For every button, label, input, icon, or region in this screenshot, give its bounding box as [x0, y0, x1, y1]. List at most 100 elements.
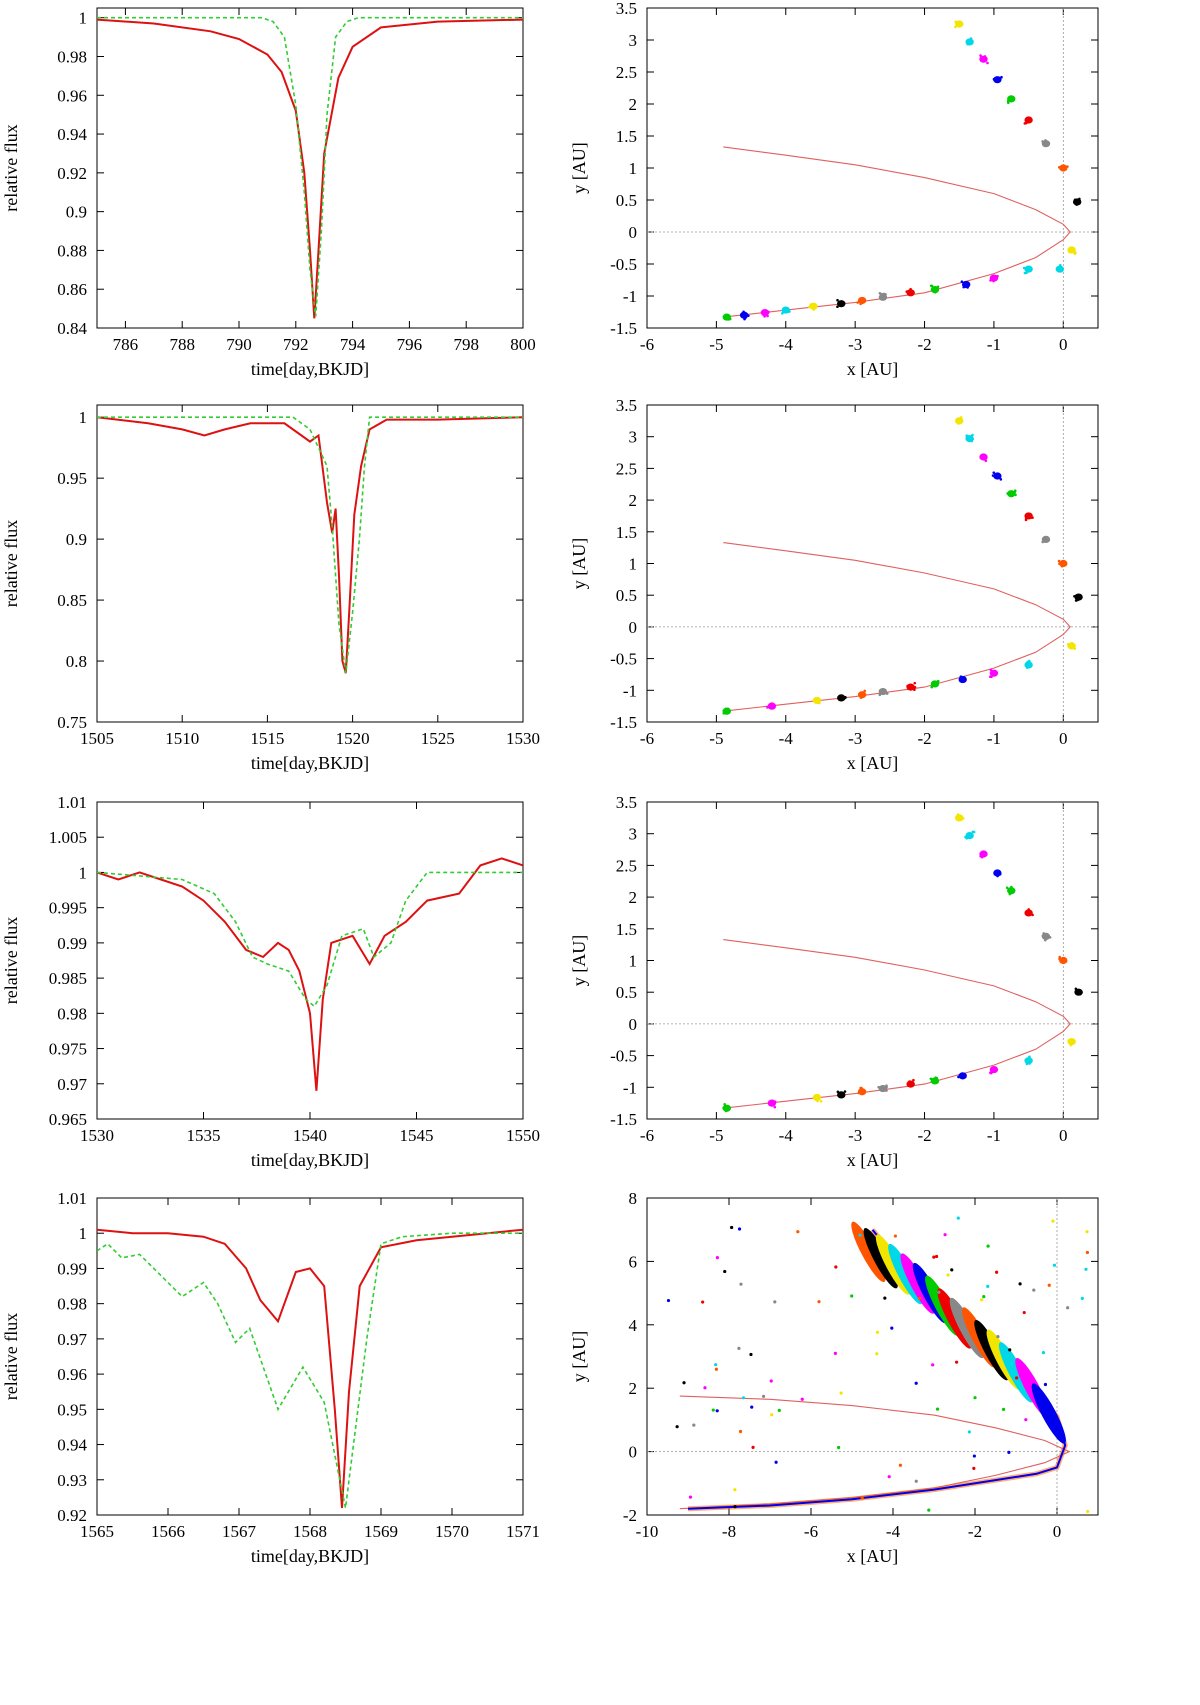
- x-tick-label: 0: [1059, 729, 1068, 748]
- dust-particle: [1018, 1282, 1022, 1286]
- dust-particle: [1008, 1348, 1012, 1352]
- dust-particle: [1013, 489, 1017, 493]
- x-tick-label: 794: [340, 335, 366, 354]
- y-tick-label: 0.965: [49, 1110, 87, 1129]
- dust-particle: [730, 1225, 734, 1230]
- model-curve: [97, 1232, 523, 1509]
- x-tick-label: 1530: [506, 729, 540, 748]
- dust-particle: [728, 317, 732, 321]
- dust-particle: [931, 1363, 935, 1367]
- y-tick-label: 2: [629, 1379, 638, 1398]
- dust-particle: [763, 315, 766, 318]
- dust-particle: [1027, 116, 1030, 120]
- dust-particle: [954, 20, 958, 24]
- dust-particle: [1063, 167, 1067, 171]
- x-tick-label: -4: [779, 729, 794, 748]
- y-tick-label: 3: [629, 825, 638, 844]
- model-curve: [97, 16, 523, 317]
- dust-particle: [766, 314, 769, 318]
- dust-particle: [956, 813, 960, 816]
- dust-particle: [913, 685, 917, 689]
- dust-particle: [766, 706, 769, 709]
- dust-particle: [859, 696, 863, 699]
- x-tick-label: -6: [640, 335, 654, 354]
- dust-particle: [812, 308, 816, 311]
- dust-particle: [750, 1405, 754, 1409]
- y-tick-label: 1: [79, 9, 88, 28]
- dust-particle: [1058, 955, 1061, 959]
- x-tick-label: 1566: [151, 1522, 185, 1541]
- dust-particle: [777, 1408, 781, 1412]
- dust-particle: [979, 54, 982, 57]
- y-axis-label: y [AU]: [569, 538, 589, 590]
- dust-particle: [913, 688, 916, 692]
- dust-particle: [983, 55, 987, 58]
- dust-particle: [666, 1298, 671, 1303]
- y-tick-label: 1: [629, 555, 638, 574]
- y-tick-label: 0.86: [57, 280, 87, 299]
- y-tick-label: 0.97: [57, 1075, 87, 1094]
- dust-particle: [950, 1268, 954, 1272]
- dust-particle: [751, 1445, 755, 1449]
- y-axis-label: relative flux: [1, 1313, 21, 1400]
- y-tick-label: 3: [629, 428, 638, 447]
- dust-particle: [744, 316, 747, 320]
- dust-particle: [913, 681, 917, 685]
- y-tick-label: 1: [629, 952, 638, 971]
- dust-particle: [880, 292, 884, 296]
- dust-particle: [934, 1076, 938, 1079]
- y-tick-label: 0.995: [49, 899, 87, 918]
- y-tick-label: 3.5: [616, 793, 637, 812]
- y-axis-label: relative flux: [1, 520, 21, 607]
- dust-particle: [773, 1105, 777, 1109]
- x-tick-label: -6: [804, 1522, 818, 1541]
- dust-particle: [984, 454, 987, 458]
- y-tick-label: 4: [629, 1316, 638, 1335]
- dust-particle: [1042, 932, 1046, 935]
- dust-particle: [850, 1294, 854, 1298]
- dust-particle: [1051, 1219, 1055, 1223]
- y-tick-label: 2: [629, 888, 638, 907]
- dust-particle: [959, 676, 963, 680]
- dust-particle: [906, 684, 909, 688]
- y-tick-label: -2: [623, 1506, 637, 1525]
- dust-particle: [882, 688, 885, 692]
- x-tick-label: -4: [886, 1522, 901, 1541]
- y-tick-label: -0.5: [610, 1047, 637, 1066]
- dust-particle: [715, 1256, 719, 1260]
- dust-particle: [1024, 1418, 1028, 1422]
- dust-particle: [1059, 264, 1062, 267]
- dust-particle: [878, 689, 882, 693]
- dust-particle: [906, 289, 910, 293]
- dust-particle: [1075, 200, 1079, 203]
- dust-particle: [960, 280, 964, 284]
- dust-particle: [992, 77, 996, 81]
- dust-particle: [1025, 666, 1029, 669]
- dust-particle: [1068, 1041, 1072, 1045]
- x-tick-label: 800: [510, 335, 536, 354]
- dust-particle: [991, 474, 995, 477]
- dust-particle: [724, 1109, 728, 1113]
- observed-curve: [97, 416, 523, 674]
- y-tick-label: -1: [623, 1078, 637, 1097]
- dust-particle: [836, 1090, 840, 1094]
- y-axis-label: y [AU]: [569, 142, 589, 194]
- dust-particle: [965, 836, 969, 840]
- dust-particle: [800, 1397, 804, 1401]
- x-tick-label: 1540: [293, 1126, 327, 1145]
- dust-particle: [1061, 166, 1065, 170]
- x-tick-label: -10: [636, 1522, 659, 1541]
- dust-particle: [739, 1282, 743, 1286]
- dust-particle: [1015, 1376, 1019, 1380]
- y-tick-label: 0: [629, 1015, 638, 1034]
- dust-particle: [860, 692, 864, 695]
- dust-particle: [999, 478, 1003, 481]
- dust-particle: [1079, 992, 1082, 996]
- dust-particle: [878, 291, 882, 295]
- dust-particle: [722, 1106, 725, 1110]
- y-tick-label: 0.75: [57, 713, 87, 732]
- y-tick-label: 0.84: [57, 319, 87, 338]
- dust-particle: [1086, 1509, 1090, 1514]
- dust-particle: [809, 303, 813, 306]
- plot-frame: [646, 1197, 1099, 1516]
